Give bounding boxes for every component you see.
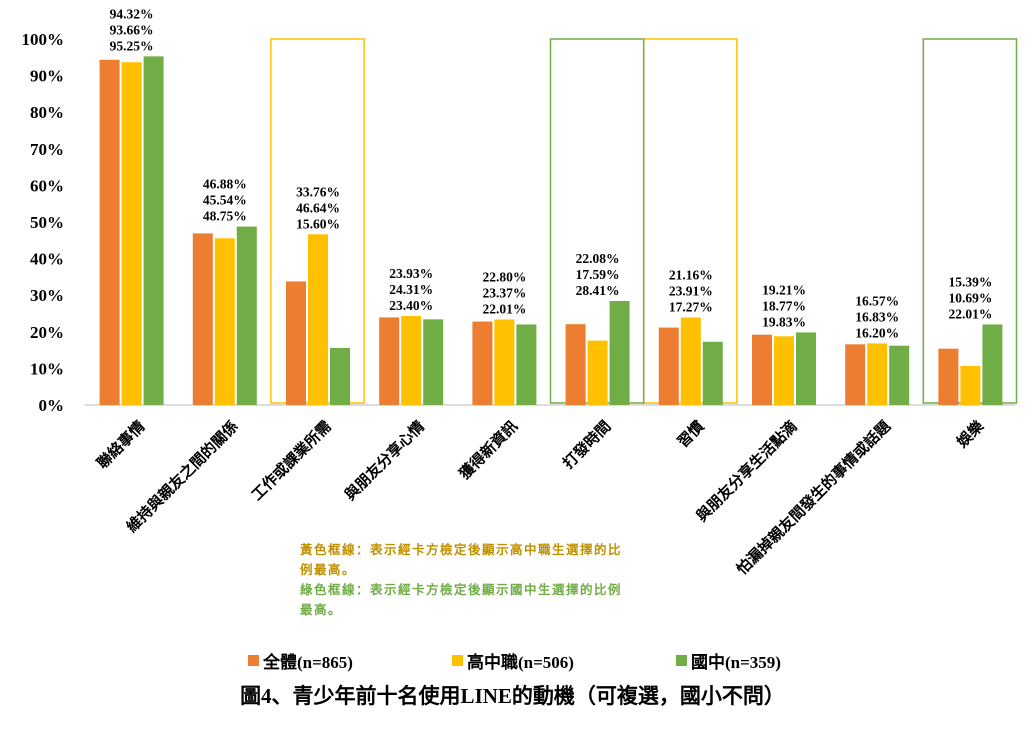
data-label: 17.27%: [669, 299, 713, 314]
y-tick-label: 30%: [30, 286, 64, 305]
data-label: 22.80%: [482, 269, 526, 284]
data-label: 22.01%: [482, 301, 526, 316]
x-tick-label: 怕漏掉親友間發生的事情或話題: [733, 416, 895, 578]
bar: [845, 344, 866, 405]
bar: [960, 365, 981, 405]
legend-item-senior-high: 高中職(n=506): [452, 648, 574, 673]
x-tick-label: 與朋友分享生活點滴: [693, 417, 801, 525]
data-label: 15.39%: [948, 274, 992, 289]
bar: [752, 334, 772, 405]
data-label: 19.21%: [762, 282, 806, 297]
legend-label: 國中(n=359): [691, 653, 781, 672]
data-label: 94.32%: [110, 6, 154, 21]
data-label: 21.16%: [669, 267, 713, 282]
data-label: 46.64%: [296, 200, 340, 215]
bar: [609, 301, 630, 405]
data-label: 23.91%: [669, 283, 713, 298]
bar: [330, 347, 350, 405]
y-tick-label: 0%: [39, 396, 65, 415]
bar: [889, 345, 910, 405]
x-tick-label: 工作或課業所需: [248, 417, 335, 504]
data-label: 10.69%: [948, 290, 992, 305]
highlight-box-green: [922, 38, 1018, 404]
data-label: 28.41%: [576, 283, 620, 298]
y-tick-label: 100%: [22, 30, 65, 49]
y-tick-label: 80%: [30, 103, 64, 122]
bar: [565, 324, 586, 405]
bar: [680, 317, 701, 405]
bar: [938, 348, 959, 405]
bar: [516, 324, 537, 405]
bar: [286, 281, 306, 405]
chart-title: 圖4、青少年前十名使用LINE的動機（可複選，國小不問）: [240, 684, 785, 708]
bar: [214, 238, 235, 405]
x-tick-label: 習慣: [674, 417, 708, 451]
data-label: 45.54%: [203, 193, 247, 208]
bar: [658, 327, 679, 405]
data-label: 48.75%: [203, 209, 247, 224]
bar: [236, 226, 257, 405]
legend-label: 全體(n=865): [263, 653, 353, 672]
data-label: 46.88%: [203, 177, 247, 192]
legend-swatch: [676, 655, 687, 666]
y-tick-label: 90%: [30, 67, 64, 86]
x-tick-label: 打發時間: [559, 417, 614, 472]
bar: [774, 336, 794, 405]
x-tick-label: 與朋友分享心情: [341, 417, 428, 504]
bar: [143, 56, 164, 405]
legend-swatch: [452, 655, 463, 666]
data-label: 93.66%: [110, 22, 154, 37]
y-tick-label: 40%: [30, 250, 64, 269]
data-label: 23.93%: [389, 266, 433, 281]
bar: [99, 59, 120, 406]
bar: [587, 340, 608, 405]
data-label: 33.76%: [296, 184, 340, 199]
data-label: 18.77%: [762, 298, 806, 313]
data-label: 16.57%: [855, 293, 899, 308]
data-label: 22.01%: [948, 306, 992, 321]
bar: [702, 341, 723, 405]
bar: [401, 316, 422, 405]
data-label: 23.37%: [482, 285, 526, 300]
data-label: 23.40%: [389, 298, 433, 313]
data-label: 95.25%: [110, 38, 154, 53]
bar: [472, 321, 493, 405]
bar-chart: 0%10%20%30%40%50%60%70%80%90%100%94.32%9…: [22, 6, 1018, 578]
data-label: 16.20%: [855, 325, 899, 340]
legend-swatch: [248, 655, 259, 666]
bar: [308, 234, 328, 405]
y-tick-label: 20%: [30, 323, 64, 342]
x-tick-label: 娛樂: [953, 416, 988, 451]
green-box-note: 綠色框線：表示經卡方檢定後顯示國中生選擇的比例最高。: [300, 582, 623, 617]
bar: [121, 62, 142, 405]
bar: [192, 233, 213, 405]
bar: [494, 319, 515, 405]
legend-item-junior-high: 國中(n=359): [676, 648, 781, 673]
legend-item-all: 全體(n=865): [248, 648, 353, 673]
y-tick-label: 60%: [30, 176, 64, 195]
data-label: 24.31%: [389, 282, 433, 297]
bar: [867, 343, 888, 405]
bar: [423, 319, 444, 405]
y-tick-label: 10%: [30, 359, 64, 378]
legend-label: 高中職(n=506): [467, 653, 574, 672]
yellow-box-note: 黃色框線：表示經卡方檢定後顯示高中職生選擇的比例最高。: [300, 542, 623, 577]
data-label: 15.60%: [296, 216, 340, 231]
data-label: 16.83%: [855, 309, 899, 324]
bar: [796, 332, 816, 405]
bar: [379, 317, 400, 405]
data-label: 22.08%: [576, 251, 620, 266]
data-label: 17.59%: [576, 267, 620, 282]
bar: [982, 324, 1003, 405]
y-tick-label: 50%: [30, 213, 64, 232]
data-label: 19.83%: [762, 314, 806, 329]
x-tick-label: 聯絡事情: [93, 417, 148, 472]
x-tick-label: 獲得新資訊: [455, 417, 521, 483]
y-tick-label: 70%: [30, 140, 64, 159]
